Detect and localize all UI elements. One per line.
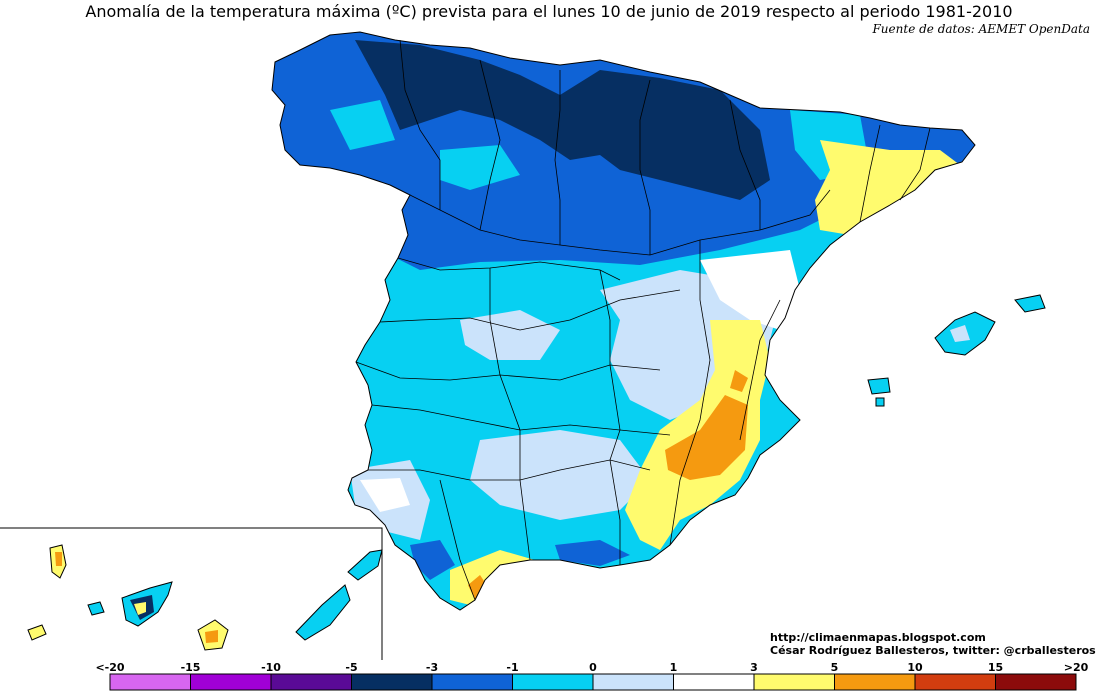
credits: http://climaenmapas.blogspot.com César R… [770,631,1096,657]
peninsula-map [271,31,976,611]
province-borders [355,39,931,601]
map-title: Anomalía de la temperatura máxima (ºC) p… [85,2,1013,21]
canary-inset [0,527,383,660]
blog-url[interactable]: http://climaenmapas.blogspot.com [770,631,986,644]
balearic-islands [867,294,1046,407]
author-credit: César Rodríguez Ballesteros, twitter: @c… [770,644,1096,657]
data-source: Fuente de datos: AEMET OpenData [872,22,1090,36]
